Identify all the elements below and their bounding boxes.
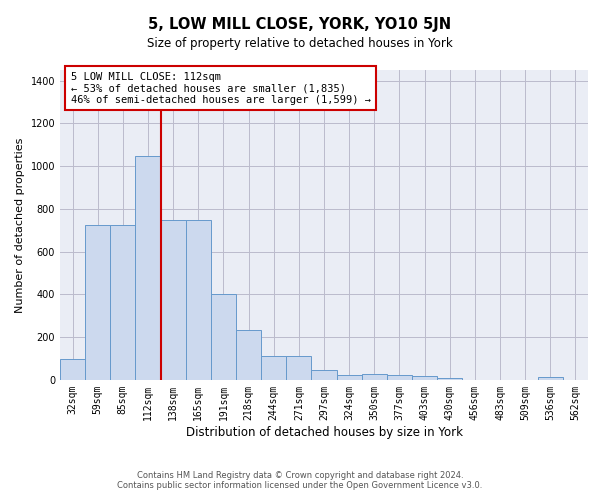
- X-axis label: Distribution of detached houses by size in York: Distribution of detached houses by size …: [185, 426, 463, 438]
- Bar: [136, 156, 161, 380]
- Bar: [85, 225, 110, 380]
- Bar: [311, 370, 337, 380]
- Bar: [362, 374, 387, 380]
- Bar: [412, 376, 437, 380]
- Text: Size of property relative to detached houses in York: Size of property relative to detached ho…: [147, 38, 453, 51]
- Bar: [337, 374, 362, 380]
- Text: 5 LOW MILL CLOSE: 112sqm
← 53% of detached houses are smaller (1,835)
46% of sem: 5 LOW MILL CLOSE: 112sqm ← 53% of detach…: [71, 72, 371, 105]
- Bar: [110, 225, 136, 380]
- Bar: [236, 330, 261, 380]
- Bar: [261, 356, 286, 380]
- Bar: [186, 220, 211, 380]
- Bar: [387, 374, 412, 380]
- Bar: [437, 378, 462, 380]
- Bar: [211, 294, 236, 380]
- Text: Contains HM Land Registry data © Crown copyright and database right 2024.
Contai: Contains HM Land Registry data © Crown c…: [118, 470, 482, 490]
- Y-axis label: Number of detached properties: Number of detached properties: [15, 138, 25, 312]
- Text: 5, LOW MILL CLOSE, YORK, YO10 5JN: 5, LOW MILL CLOSE, YORK, YO10 5JN: [148, 18, 452, 32]
- Bar: [161, 220, 186, 380]
- Bar: [286, 356, 311, 380]
- Bar: [60, 358, 85, 380]
- Bar: [538, 377, 563, 380]
